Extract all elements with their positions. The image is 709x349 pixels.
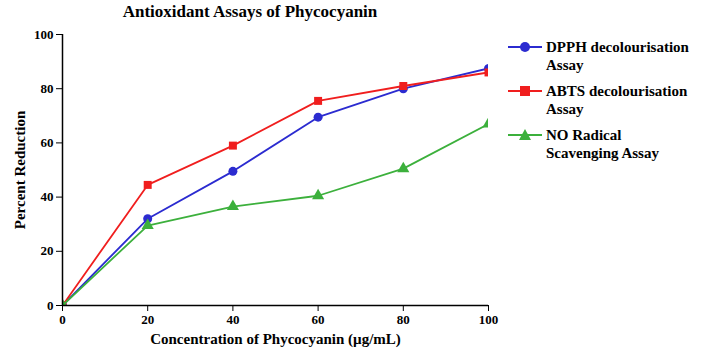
svg-text:Percent Reduction: Percent Reduction xyxy=(12,110,28,229)
svg-text:40: 40 xyxy=(226,312,239,327)
svg-text:100: 100 xyxy=(34,27,54,42)
svg-text:60: 60 xyxy=(41,135,54,150)
svg-text:40: 40 xyxy=(41,189,54,204)
svg-text:60: 60 xyxy=(312,312,325,327)
svg-text:Concentration of Phycocyanin (: Concentration of Phycocyanin (µg/mL) xyxy=(150,331,401,348)
svg-text:20: 20 xyxy=(141,312,154,327)
svg-text:100: 100 xyxy=(479,312,499,327)
html-text:Antioxidant Assays of Phycocya: Antioxidant Assays of Phycocyanin xyxy=(122,2,378,21)
svg-text:0: 0 xyxy=(47,298,54,313)
svg-text:0: 0 xyxy=(59,312,66,327)
html-text:ABTS decolourisation Assay: ABTS decolourisation Assay xyxy=(546,83,688,117)
svg-text:80: 80 xyxy=(41,81,54,96)
html-text:NO Radical Scavenging Assay: NO Radical Scavenging Assay xyxy=(546,127,659,161)
svg-text:20: 20 xyxy=(41,243,54,258)
html-text:DPPH decolourisation Assay: DPPH decolourisation Assay xyxy=(546,39,689,73)
svg-text:80: 80 xyxy=(397,312,410,327)
